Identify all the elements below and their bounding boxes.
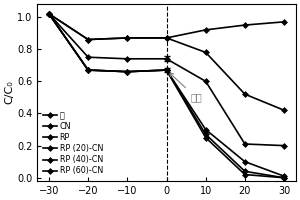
- Line: CN: CN: [47, 12, 286, 112]
- RP (40)-CN: [204, 133, 208, 136]
- RP (20)-CN: [125, 70, 129, 73]
- 光: [125, 37, 129, 39]
- RP (60)-CN: [282, 177, 286, 179]
- RP: [282, 144, 286, 147]
- RP (20)-CN: [243, 160, 247, 163]
- RP (40)-CN: [282, 177, 286, 179]
- Y-axis label: C/C₀: C/C₀: [4, 81, 14, 104]
- 光: [282, 21, 286, 23]
- CN: [47, 13, 51, 15]
- Line: RP: RP: [47, 12, 286, 148]
- CN: [165, 37, 168, 39]
- RP (20)-CN: [47, 13, 51, 15]
- Line: RP (60)-CN: RP (60)-CN: [47, 12, 286, 180]
- RP (60)-CN: [243, 173, 247, 176]
- CN: [243, 93, 247, 95]
- RP: [86, 56, 90, 58]
- RP: [47, 13, 51, 15]
- RP (60)-CN: [204, 136, 208, 139]
- 光: [165, 37, 168, 39]
- 光: [47, 13, 51, 15]
- CN: [86, 38, 90, 41]
- RP (20)-CN: [165, 69, 168, 71]
- 光: [86, 38, 90, 41]
- RP (60)-CN: [86, 69, 90, 71]
- RP: [165, 58, 168, 60]
- RP (20)-CN: [282, 175, 286, 177]
- Legend: 光, CN, RP, RP (20)-CN, RP (40)-CN, RP (60)-CN: 光, CN, RP, RP (20)-CN, RP (40)-CN, RP (6…: [41, 110, 105, 177]
- 光: [243, 24, 247, 26]
- RP (40)-CN: [243, 170, 247, 173]
- RP: [125, 58, 129, 60]
- Line: 光: 光: [47, 12, 286, 42]
- RP: [204, 80, 208, 83]
- CN: [204, 51, 208, 54]
- RP (40)-CN: [165, 69, 168, 71]
- RP: [243, 143, 247, 145]
- RP (40)-CN: [47, 13, 51, 15]
- Text: 开灯: 开灯: [169, 73, 202, 102]
- CN: [125, 37, 129, 39]
- Line: RP (40)-CN: RP (40)-CN: [47, 12, 286, 180]
- RP (60)-CN: [47, 13, 51, 15]
- RP (40)-CN: [125, 70, 129, 73]
- RP (60)-CN: [125, 70, 129, 73]
- CN: [282, 109, 286, 111]
- RP (60)-CN: [165, 69, 168, 71]
- Line: RP (20)-CN: RP (20)-CN: [47, 12, 286, 178]
- RP (20)-CN: [204, 128, 208, 131]
- RP (20)-CN: [86, 69, 90, 71]
- RP (40)-CN: [86, 69, 90, 71]
- 光: [204, 29, 208, 31]
